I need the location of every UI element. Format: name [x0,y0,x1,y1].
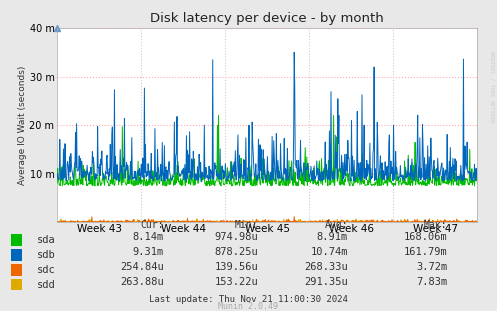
Title: Disk latency per device - by month: Disk latency per device - by month [150,12,384,26]
Text: 254.84u: 254.84u [120,262,164,272]
Text: 263.88u: 263.88u [120,276,164,286]
Text: 268.33u: 268.33u [304,262,348,272]
Text: sdc: sdc [37,265,56,275]
Text: Munin 2.0.49: Munin 2.0.49 [219,302,278,311]
Text: 139.56u: 139.56u [215,262,258,272]
Text: Avg:: Avg: [325,220,348,230]
Text: sdd: sdd [37,280,56,290]
Text: 9.31m: 9.31m [133,247,164,257]
Y-axis label: Average IO Wait (seconds): Average IO Wait (seconds) [17,66,27,185]
Text: Min:: Min: [235,220,258,230]
Text: 8.91m: 8.91m [317,232,348,242]
Text: Max:: Max: [424,220,447,230]
Text: 7.83m: 7.83m [416,276,447,286]
Text: 153.22u: 153.22u [215,276,258,286]
Text: RRDTOOL / TOBI OETIKER: RRDTOOL / TOBI OETIKER [490,51,495,123]
Text: 161.79m: 161.79m [404,247,447,257]
Text: 974.98u: 974.98u [215,232,258,242]
Text: 168.06m: 168.06m [404,232,447,242]
Text: 10.74m: 10.74m [311,247,348,257]
Text: sdb: sdb [37,250,56,260]
Text: Cur:: Cur: [141,220,164,230]
Text: 878.25u: 878.25u [215,247,258,257]
Text: 3.72m: 3.72m [416,262,447,272]
Text: 8.14m: 8.14m [133,232,164,242]
Text: 291.35u: 291.35u [304,276,348,286]
Text: sda: sda [37,235,56,245]
Text: Last update: Thu Nov 21 11:00:30 2024: Last update: Thu Nov 21 11:00:30 2024 [149,295,348,304]
